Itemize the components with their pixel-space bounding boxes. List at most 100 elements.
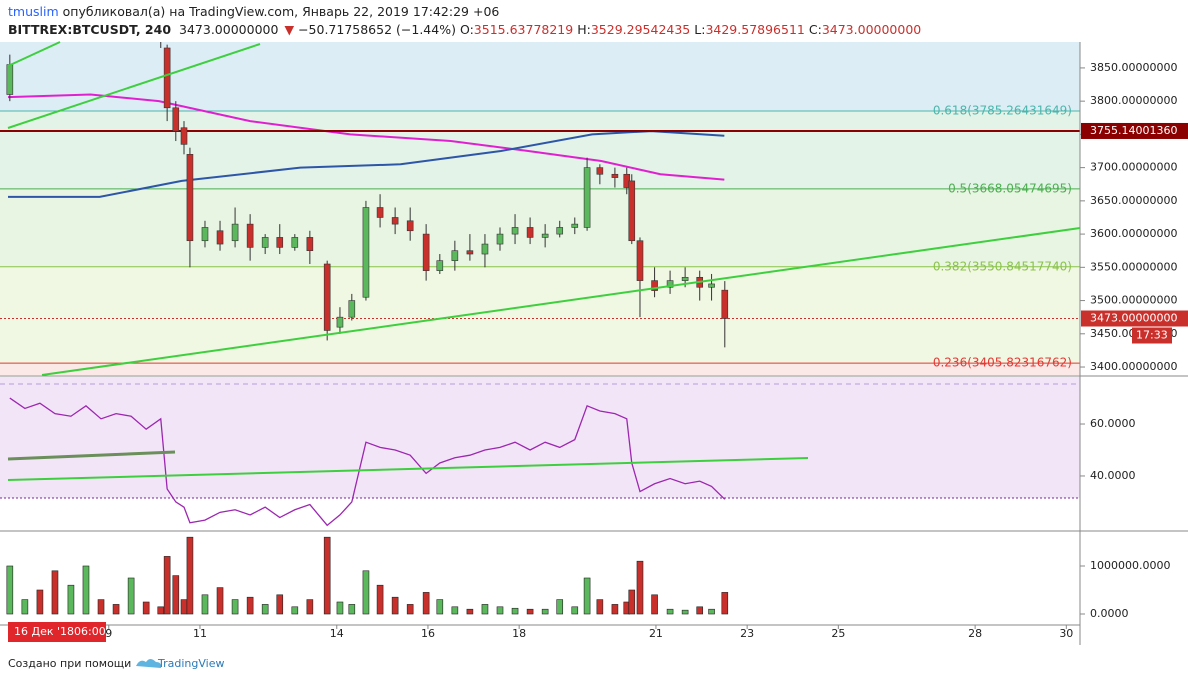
volume-bar — [172, 575, 180, 615]
volume-bar — [231, 599, 239, 615]
volume-bar — [666, 608, 674, 615]
candle-body — [276, 237, 284, 248]
volume-bar — [422, 592, 430, 615]
candle-body — [666, 280, 674, 288]
x-tick-label: 30 — [1059, 627, 1073, 640]
x-tick-label: 21 — [649, 627, 663, 640]
volume-bar — [611, 604, 619, 615]
volume-bar — [496, 606, 504, 615]
level-label: 0.5(3668.05474695) — [948, 181, 1072, 195]
trendline — [7, 450, 176, 461]
ohlc-key: L: — [694, 22, 705, 37]
volume-bar — [481, 604, 489, 615]
x-tick-label: 23 — [740, 627, 754, 640]
candle-body — [708, 283, 715, 288]
volume-bar — [696, 606, 704, 615]
ohlc-value: 3515.63778219 — [474, 22, 573, 37]
y-tick-label: 3500.00000000 — [1090, 294, 1177, 307]
candle-body — [481, 243, 489, 255]
candle-body — [231, 223, 239, 242]
candle-body — [571, 223, 579, 228]
candle-body — [436, 260, 444, 271]
footer-brand[interactable]: TradingView — [157, 657, 224, 670]
candle-body — [216, 230, 224, 245]
volume-bar — [466, 608, 474, 615]
candle-body — [681, 276, 689, 281]
y-tick-label: 3600.00000000 — [1090, 227, 1177, 240]
candle-body — [636, 240, 644, 281]
change-arrow: ▼ — [284, 22, 294, 37]
candle-body — [541, 233, 549, 238]
user[interactable]: tmuslim — [8, 4, 59, 19]
pane-background — [0, 377, 1080, 498]
brand-logo — [136, 659, 162, 668]
candle-body — [261, 237, 269, 248]
y-tick-label: 3400.00000000 — [1090, 360, 1177, 373]
price-badge — [1081, 122, 1188, 139]
header-line: BITTREX:BTCUSDT, 240 3473.00000000 ▼ −50.71… — [8, 22, 921, 37]
price-pane: 0.618(3785.26431649) 0.5(3668.05474695) 0.… — [0, 42, 1080, 375]
volume-bar — [157, 606, 165, 615]
candle-body — [201, 227, 209, 242]
candle-body — [721, 289, 729, 319]
volume-bar — [376, 584, 384, 615]
volume-bar — [216, 587, 224, 615]
volume-bar — [636, 560, 644, 615]
candle-body — [306, 237, 314, 252]
candle-body — [511, 227, 519, 235]
level-band — [0, 363, 1080, 375]
volume-bar — [67, 584, 75, 615]
volume-bar — [180, 599, 188, 615]
volume-bar — [571, 606, 579, 615]
candle-body — [391, 217, 399, 225]
volume-bar — [112, 604, 120, 615]
volume-bar — [291, 606, 299, 615]
y-tick-label: 3800.00000000 — [1090, 94, 1177, 107]
volume-pane — [6, 536, 729, 615]
y-tick-label: 60.0000 — [1090, 417, 1136, 430]
volume-bar — [97, 599, 105, 615]
volume-bar — [82, 565, 90, 615]
y-tick-label: 1000000.0000 — [1090, 559, 1170, 572]
candle-body — [583, 167, 591, 228]
volume-bar — [596, 599, 604, 615]
volume-bar — [51, 570, 59, 615]
volume-bar — [348, 604, 356, 615]
candle-body — [336, 316, 344, 328]
price-badge-label: 3755.14001360 — [1090, 124, 1177, 137]
ohlc-key: O: — [460, 22, 474, 37]
volume-bar — [246, 596, 254, 615]
trendline — [7, 457, 809, 481]
candle-body — [6, 64, 14, 95]
level-band — [0, 266, 1080, 364]
x-tick-label: 18 — [512, 627, 526, 640]
trendline — [41, 227, 1081, 376]
moving-average — [7, 93, 725, 181]
rsi-pane — [0, 377, 1080, 527]
level-label: 0.618(3785.26431649) — [933, 103, 1072, 117]
ohlc-key: H: — [577, 22, 591, 37]
candle-body — [596, 167, 604, 175]
volume-bar — [526, 608, 534, 615]
footer-text: Создано при помощи — [8, 657, 131, 670]
volume-bar — [708, 608, 715, 615]
price-badge — [1081, 310, 1188, 327]
volume-bar — [721, 592, 729, 615]
ohlc-value: 3529.29542435 — [591, 22, 690, 37]
volume-bar — [628, 589, 636, 615]
volume-bar — [511, 607, 519, 615]
x-tick-label: 25 — [831, 627, 845, 640]
trendline — [7, 41, 61, 67]
candle-body — [172, 107, 180, 132]
level-label: 0.382(3550.84517740) — [933, 259, 1072, 273]
candle-body — [651, 280, 658, 291]
candle-body — [246, 223, 254, 248]
volume-bar — [541, 608, 549, 615]
candle-body — [556, 227, 564, 235]
volume-bar — [276, 594, 284, 615]
candle-body — [291, 237, 299, 248]
x-tick-label: 11 — [193, 627, 207, 640]
candle-body — [466, 250, 474, 255]
x-tick-label: 9 — [105, 627, 112, 640]
last-price: 3473.00000000 — [179, 22, 278, 37]
